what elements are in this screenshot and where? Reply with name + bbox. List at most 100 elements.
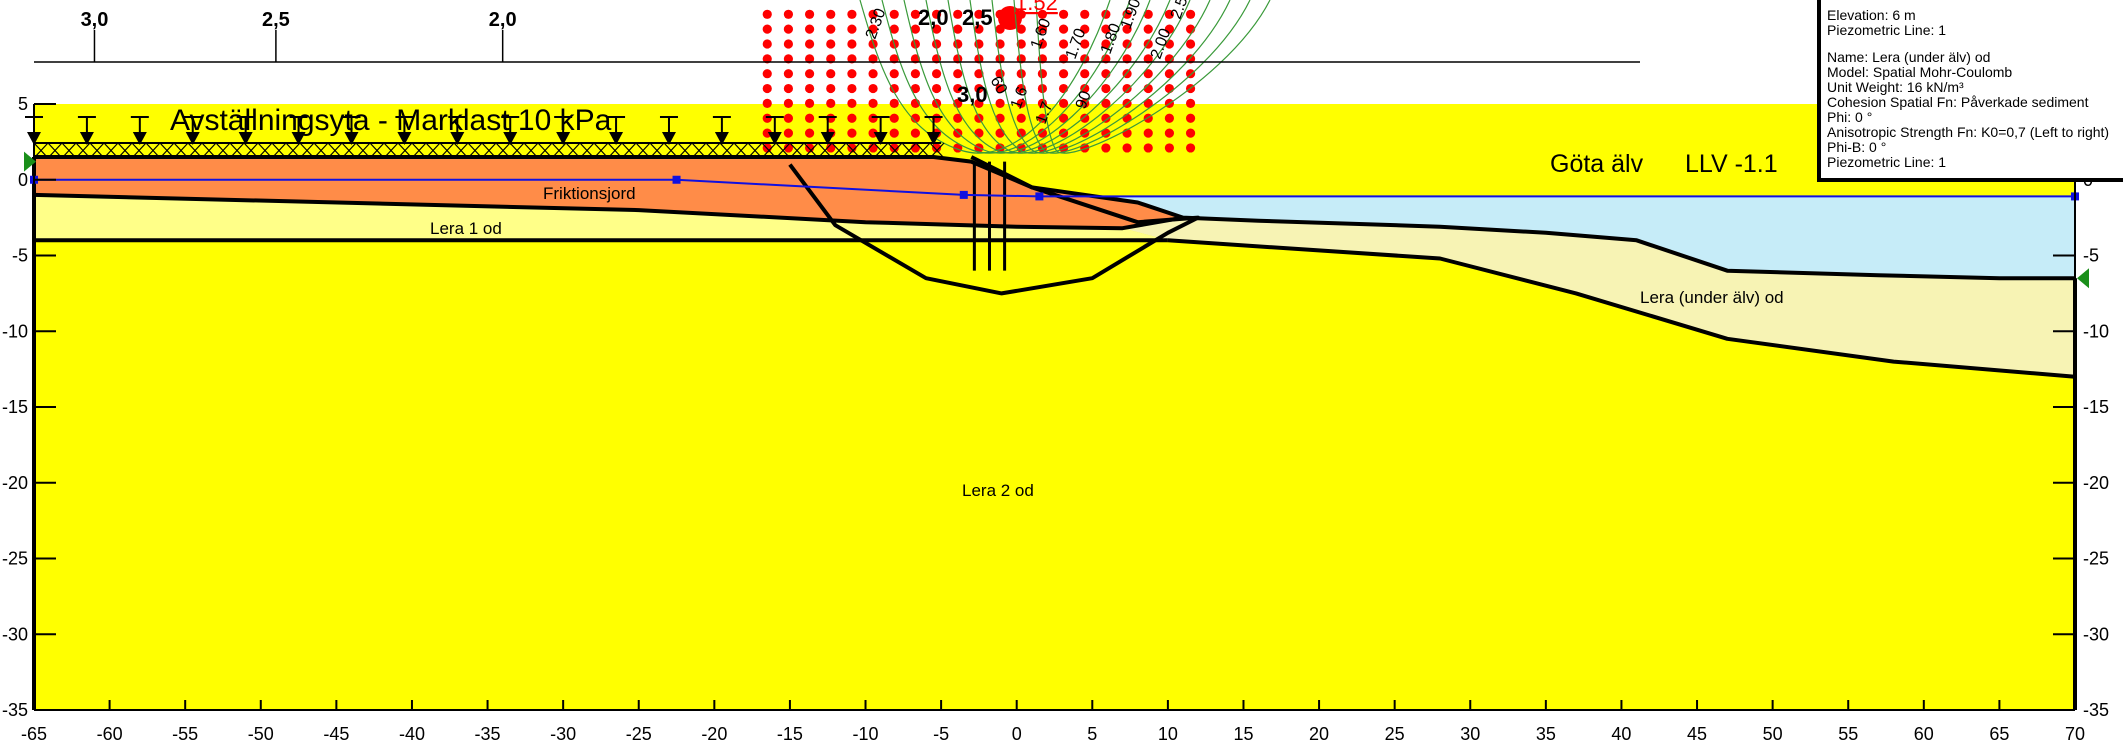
llv-label: LLV -1.1 <box>1685 150 1778 178</box>
load-arrow-head <box>79 132 94 145</box>
slip-center-dot <box>762 24 772 34</box>
load-hatch <box>299 142 315 159</box>
y-tick-label-right: -35 <box>2083 700 2109 720</box>
slip-center-dot <box>910 128 921 138</box>
slip-center-dot <box>910 9 921 19</box>
slip-center-dot <box>1037 69 1048 79</box>
x-tick-label: -65 <box>21 724 47 744</box>
slip-center-dot <box>762 69 772 79</box>
slip-center-dot <box>1101 98 1111 108</box>
slip-center-dot <box>1058 9 1069 19</box>
contour-label: 3,0 <box>957 82 988 107</box>
slip-center-dot <box>931 143 942 153</box>
contour-label: 90 <box>1073 89 1095 112</box>
slip-center-dot <box>1185 9 1196 19</box>
x-tick-label: -35 <box>475 724 501 744</box>
load-hatch <box>915 142 931 159</box>
y-tick-label-left: -35 <box>2 700 28 720</box>
slip-center-dot <box>762 54 772 64</box>
slip-center-dot <box>826 39 836 49</box>
slip-center-dot <box>974 9 984 19</box>
x-tick-label: -40 <box>399 724 425 744</box>
x-tick-label: 55 <box>1838 724 1858 744</box>
slip-center-dot <box>847 24 857 34</box>
slip-center-dot <box>1122 9 1132 19</box>
load-title: Avställningsyta - Marklast 10 kPa <box>170 104 612 137</box>
x-tick-label: -50 <box>248 724 274 744</box>
slip-center-dot <box>1058 113 1069 123</box>
x-tick-label: -45 <box>323 724 349 744</box>
slip-center-dot <box>826 9 836 19</box>
slip-center-dot <box>1016 113 1026 123</box>
y-tick-label-right: -25 <box>2083 549 2109 569</box>
load-hatch <box>159 142 175 159</box>
load-hatch <box>621 142 637 159</box>
surcharge-load <box>25 116 945 159</box>
slip-center-dot <box>1058 83 1069 94</box>
y-tick-label-left: 5 <box>18 94 28 114</box>
slip-center-dot <box>1058 98 1069 108</box>
load-hatch <box>117 142 133 159</box>
slip-center-dot <box>1080 113 1090 123</box>
load-arrow-head <box>767 132 782 145</box>
load-hatch <box>509 142 525 159</box>
slip-center-dot <box>889 113 899 123</box>
contour-line <box>859 0 1111 154</box>
contour-label: 1.60 <box>1028 16 1055 51</box>
contour-line <box>947 0 1191 154</box>
x-tick-label: 20 <box>1309 724 1329 744</box>
piezometric-point <box>1035 192 1044 201</box>
slip-center-dot <box>1058 39 1069 49</box>
slip-center-dot <box>1143 69 1153 79</box>
load-hatch <box>481 142 497 159</box>
contour-line <box>903 0 1151 154</box>
slip-center-dot <box>847 69 857 79</box>
slip-center-dot <box>910 83 921 94</box>
x-tick-label: 35 <box>1536 724 1556 744</box>
slip-center-dot <box>826 54 836 64</box>
slip-center-dot <box>826 69 836 79</box>
slip-center-dot <box>868 128 878 138</box>
load-hatch <box>313 142 329 159</box>
load-hatch <box>173 142 189 159</box>
legend-line: Piezometric Line: 1 <box>1827 154 1947 170</box>
slip-center-dot <box>974 128 984 138</box>
slip-center-dot <box>804 39 815 49</box>
slip-center-dot <box>1143 143 1153 153</box>
load-hatch <box>271 142 287 159</box>
load-arrow-head <box>503 132 518 145</box>
slip-center-dot <box>1164 69 1175 79</box>
slip-center-dot <box>910 69 921 79</box>
load-arrow-head <box>397 132 412 145</box>
slip-center-dot <box>868 113 878 123</box>
slip-center-dot <box>1185 39 1196 49</box>
slip-center-dot <box>1080 69 1090 79</box>
slip-center-dot <box>868 54 878 64</box>
slip-center-dot <box>974 39 984 49</box>
slip-center-dot <box>868 98 878 108</box>
annotations: Avställningsyta - Marklast 10 kPa Göta ä… <box>170 0 1784 500</box>
load-hatch <box>901 142 917 159</box>
slip-center-dot <box>868 24 878 34</box>
y-tick-label-left: -5 <box>12 246 28 266</box>
slip-center-dot <box>995 98 1005 108</box>
slip-center-dot <box>804 24 815 34</box>
lera-under-alv-fill <box>1122 202 2075 377</box>
legend-line: Phi: 0 ° <box>1827 109 1873 125</box>
load-arrow-head <box>714 132 729 145</box>
slip-center-dot <box>1164 24 1175 34</box>
contour-label: 1.6 <box>1008 85 1032 112</box>
slip-center-dot <box>847 143 857 153</box>
x-tick-label: 65 <box>1989 724 2009 744</box>
x-tick-label: 50 <box>1763 724 1783 744</box>
load-hatch <box>187 142 203 159</box>
slip-center-dot <box>762 9 772 19</box>
slip-center-dot <box>804 9 815 19</box>
slip-center-dot <box>1016 24 1026 34</box>
load-arrow-head <box>27 132 41 145</box>
slip-center-dot <box>974 54 984 64</box>
boundary-marker <box>24 151 36 172</box>
top-scale-label: 3,0 <box>81 9 109 31</box>
load-hatch <box>215 142 231 159</box>
load-hatch <box>929 142 945 159</box>
